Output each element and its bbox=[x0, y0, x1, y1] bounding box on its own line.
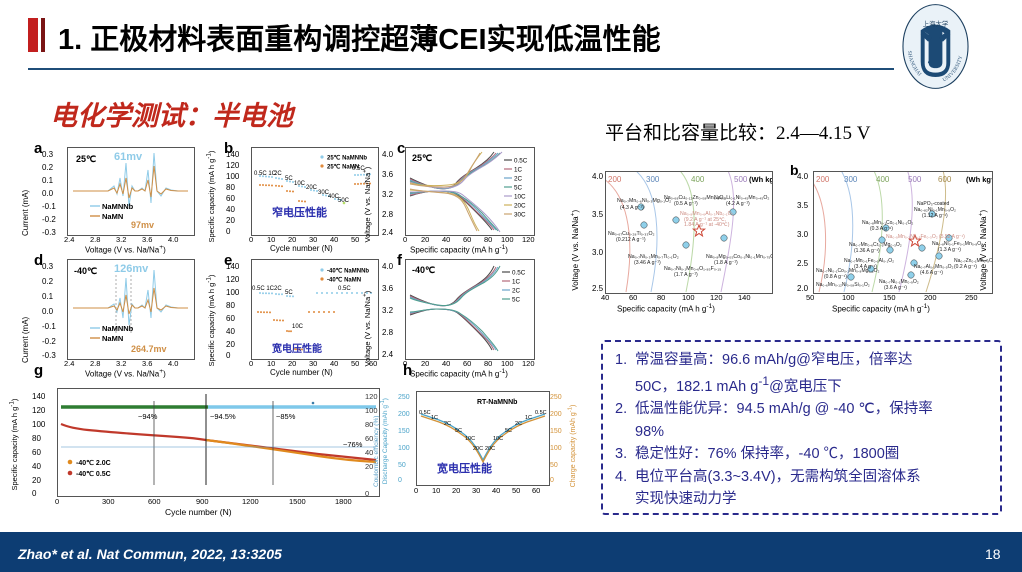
svg-text:20C: 20C bbox=[514, 203, 526, 210]
svg-text:10C: 10C bbox=[465, 436, 475, 442]
svg-text:(Wh kg-1): (Wh kg-1) bbox=[966, 175, 992, 184]
svg-text:~94%: ~94% bbox=[138, 412, 158, 421]
svg-text:(4.2 A g⁻¹): (4.2 A g⁻¹) bbox=[726, 201, 750, 207]
svg-text:宽电压性能: 宽电压性能 bbox=[436, 461, 492, 475]
svg-text:5C: 5C bbox=[285, 176, 293, 182]
svg-text:10C: 10C bbox=[294, 181, 306, 187]
svg-text:400: 400 bbox=[876, 175, 890, 184]
svg-text:(1.12 A g⁻¹): (1.12 A g⁻¹) bbox=[922, 213, 948, 219]
svg-text:400: 400 bbox=[691, 175, 705, 184]
svg-text:(Wh kg-1): (Wh kg-1) bbox=[749, 175, 772, 184]
svg-text:5C: 5C bbox=[514, 185, 523, 192]
svg-text:0.5C: 0.5C bbox=[338, 286, 351, 292]
svg-text:Na₀.₆Mn₀.₁₂Ni₀.₀₈Si₀.₁O₂: Na₀.₆Mn₀.₁₂Ni₀.₀₈Si₀.₁O₂ bbox=[816, 282, 870, 288]
svg-text:200: 200 bbox=[608, 175, 622, 184]
svg-text:2C: 2C bbox=[515, 421, 522, 427]
svg-text:NaMN: NaMN bbox=[102, 212, 123, 221]
svg-text:25℃: 25℃ bbox=[412, 153, 432, 163]
svg-text:2C: 2C bbox=[514, 176, 523, 183]
svg-text:30C: 30C bbox=[514, 212, 526, 219]
svg-text:0.5C: 0.5C bbox=[514, 158, 528, 165]
svg-text:(1.36 A g⁻¹): (1.36 A g⁻¹) bbox=[854, 248, 880, 254]
svg-text:2C: 2C bbox=[512, 288, 521, 295]
svg-text:10C: 10C bbox=[514, 194, 526, 201]
svg-text:~85%: ~85% bbox=[276, 412, 296, 421]
svg-text:20C: 20C bbox=[473, 446, 483, 452]
svg-text:-40℃ 2.0C: -40℃ 2.0C bbox=[76, 459, 111, 467]
svg-text:500: 500 bbox=[908, 175, 922, 184]
svg-text:10C: 10C bbox=[292, 324, 304, 330]
svg-text:(4.6 A g⁻¹): (4.6 A g⁻¹) bbox=[920, 270, 943, 276]
svg-text:(0.3 A g⁻¹): (0.3 A g⁻¹) bbox=[870, 226, 893, 232]
svg-text:600: 600 bbox=[938, 175, 952, 184]
svg-text:1C: 1C bbox=[512, 279, 521, 286]
svg-text:NaMN: NaMN bbox=[102, 334, 123, 343]
svg-text:50C: 50C bbox=[338, 198, 350, 204]
svg-text:25℃ NaMNNb: 25℃ NaMNNb bbox=[327, 155, 367, 162]
svg-text:NaMNNb: NaMNNb bbox=[102, 324, 134, 333]
svg-text:RT-NaMNNb: RT-NaMNNb bbox=[477, 399, 517, 406]
svg-text:1C: 1C bbox=[514, 167, 523, 174]
svg-text:-40℃: -40℃ bbox=[412, 265, 435, 275]
svg-text:-40℃ NaMNNb: -40℃ NaMNNb bbox=[327, 268, 369, 275]
svg-text:2C: 2C bbox=[274, 286, 282, 292]
svg-text:5C: 5C bbox=[505, 428, 512, 434]
svg-text:500: 500 bbox=[734, 175, 748, 184]
svg-text:300: 300 bbox=[646, 175, 660, 184]
svg-text:200: 200 bbox=[816, 175, 830, 184]
svg-text:~76%: ~76% bbox=[343, 440, 363, 449]
svg-text:Na₀.₇Mn₀.₆Ni₀.₃Mg₀.₁O₂: Na₀.₇Mn₀.₆Ni₀.₃Mg₀.₁O₂ bbox=[617, 198, 671, 204]
svg-text:1.84 A g⁻¹ at -40℃): 1.84 A g⁻¹ at -40℃) bbox=[684, 222, 730, 228]
svg-text:10C: 10C bbox=[493, 436, 503, 442]
svg-text:97mv: 97mv bbox=[131, 220, 154, 230]
svg-text:5C: 5C bbox=[455, 428, 462, 434]
svg-text:-40℃: -40℃ bbox=[74, 266, 97, 276]
svg-text:25℃: 25℃ bbox=[76, 154, 96, 164]
svg-text:-40℃ NaMN: -40℃ NaMN bbox=[327, 277, 361, 284]
svg-text:(4.3 A g⁻¹): (4.3 A g⁻¹) bbox=[620, 205, 644, 211]
svg-text:0.5C: 0.5C bbox=[535, 410, 547, 416]
svg-text:2C: 2C bbox=[444, 421, 451, 427]
svg-text:0.5C: 0.5C bbox=[419, 410, 431, 416]
svg-text:(1.8 A g⁻¹): (1.8 A g⁻¹) bbox=[714, 260, 738, 266]
svg-text:20C: 20C bbox=[485, 446, 495, 452]
svg-text:(3.46 A g⁻¹): (3.46 A g⁻¹) bbox=[634, 260, 661, 266]
svg-text:(0.2 A g⁻¹): (0.2 A g⁻¹) bbox=[954, 264, 977, 270]
svg-text:Na₀.₉Mn₀.₃Ni₀.₃Fe₀.₃O₂ (5.52 A: Na₀.₉Mn₀.₃Ni₀.₃Fe₀.₃O₂ (5.52 A g⁻¹) bbox=[886, 234, 965, 240]
svg-text:300: 300 bbox=[844, 175, 858, 184]
svg-text:窄电压性能: 窄电压性能 bbox=[272, 205, 327, 219]
svg-text:1C: 1C bbox=[431, 415, 438, 421]
svg-text:-40℃ 0.5C: -40℃ 0.5C bbox=[76, 470, 111, 478]
svg-text:(0.5 A g⁻¹): (0.5 A g⁻¹) bbox=[674, 201, 698, 207]
svg-text:5C: 5C bbox=[512, 297, 521, 304]
svg-text:(0.8 A g⁻¹): (0.8 A g⁻¹) bbox=[824, 274, 847, 280]
svg-text:2C: 2C bbox=[274, 171, 282, 177]
svg-text:NaMNNb: NaMNNb bbox=[102, 202, 134, 211]
svg-text:20C: 20C bbox=[306, 185, 318, 191]
svg-text:(0.212 A g⁻¹): (0.212 A g⁻¹) bbox=[616, 237, 646, 243]
svg-text:264.7mv: 264.7mv bbox=[131, 344, 167, 354]
svg-text:(3.6 A g⁻¹): (3.6 A g⁻¹) bbox=[884, 285, 907, 291]
svg-text:61mv: 61mv bbox=[114, 151, 143, 163]
svg-text:0.5C 1C: 0.5C 1C bbox=[252, 286, 275, 292]
svg-text:(1.3 A g⁻¹): (1.3 A g⁻¹) bbox=[938, 247, 961, 253]
svg-text:0.5C: 0.5C bbox=[512, 270, 526, 277]
svg-text:5C: 5C bbox=[285, 290, 293, 296]
svg-text:126mv: 126mv bbox=[114, 263, 149, 275]
svg-text:宽电压性能: 宽电压性能 bbox=[271, 342, 322, 355]
svg-text:1C: 1C bbox=[525, 415, 532, 421]
svg-text:~94.5%: ~94.5% bbox=[210, 412, 236, 421]
svg-text:(1.7 A g⁻¹): (1.7 A g⁻¹) bbox=[674, 272, 698, 278]
